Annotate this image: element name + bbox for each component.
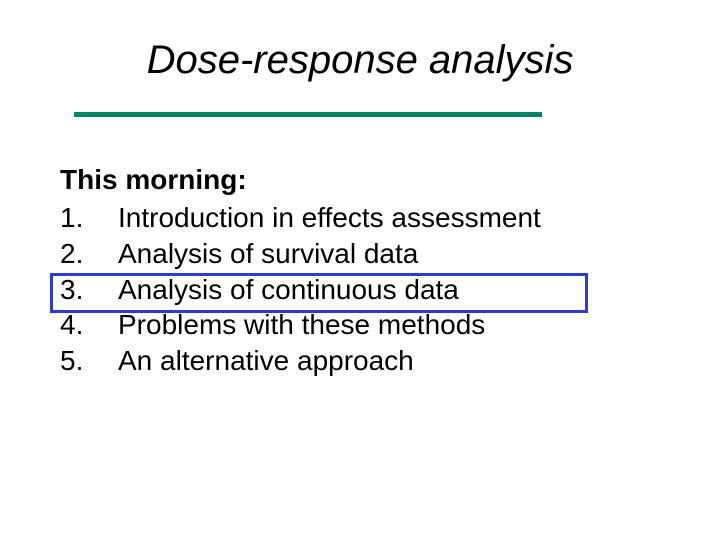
list-item-text: Analysis of survival data	[118, 236, 418, 272]
subheading: This morning:	[60, 164, 660, 196]
list-item-number: 5.	[60, 343, 118, 379]
list-item-text: Introduction in effects assessment	[118, 200, 541, 236]
list-item-text: An alternative approach	[118, 343, 414, 379]
title-underline-rule	[74, 112, 542, 117]
list-item: 2. Analysis of survival data	[60, 236, 660, 272]
list-item: 5. An alternative approach	[60, 343, 660, 379]
highlight-rectangle	[50, 273, 588, 313]
list-item: 1. Introduction in effects assessment	[60, 200, 660, 236]
slide-title: Dose-response analysis	[0, 38, 720, 83]
slide: Dose-response analysis This morning: 1. …	[0, 0, 720, 540]
list-item-number: 1.	[60, 200, 118, 236]
list-item-number: 2.	[60, 236, 118, 272]
body-block: This morning: 1. Introduction in effects…	[60, 164, 660, 379]
